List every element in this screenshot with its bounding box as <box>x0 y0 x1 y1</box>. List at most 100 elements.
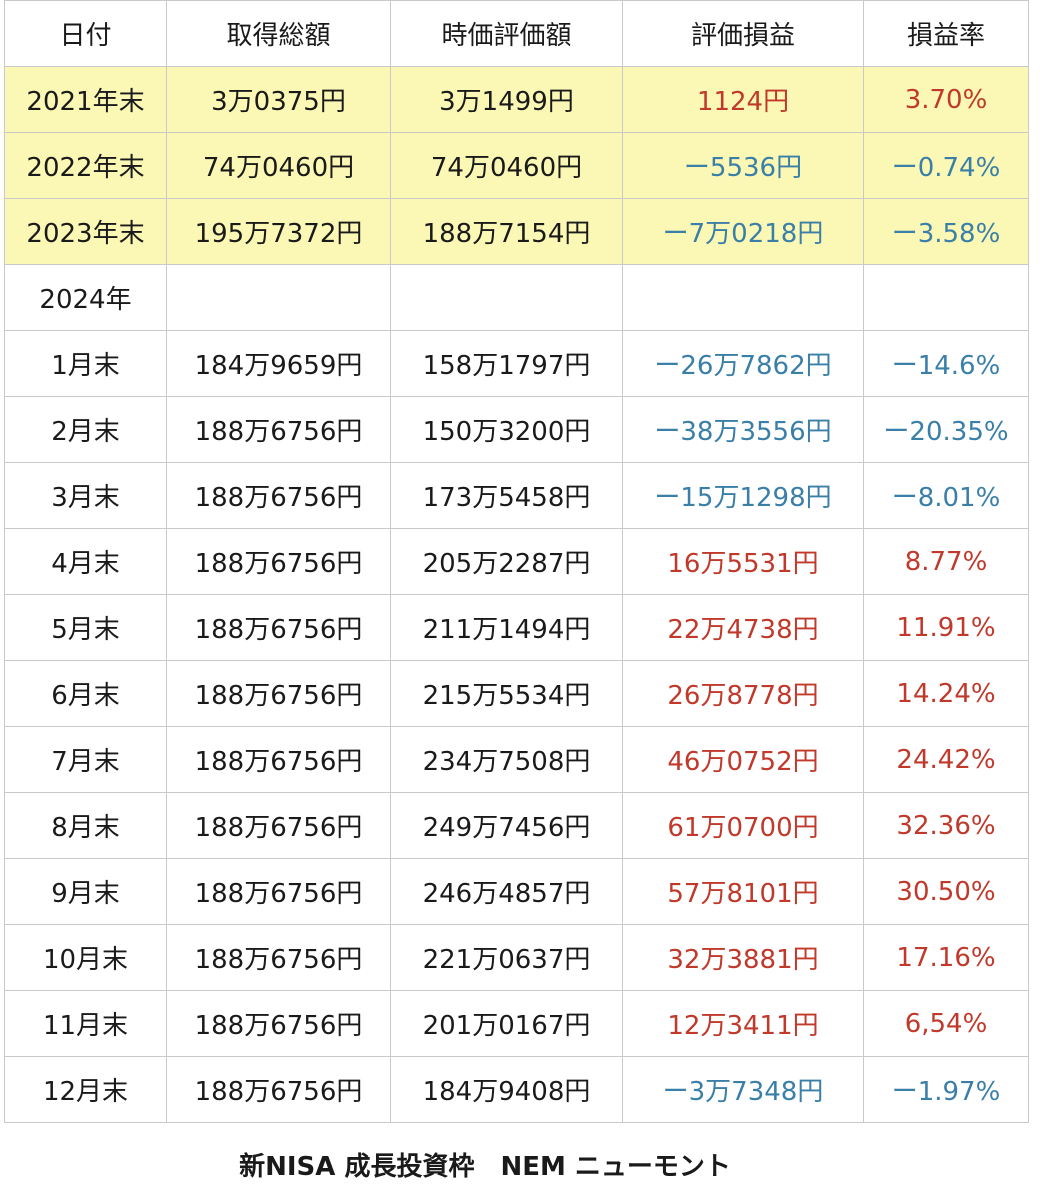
cell-cost: 3万0375円 <box>166 66 391 133</box>
cell-gain: ー15万1298円 <box>622 462 864 529</box>
cell-cost: 188万6756円 <box>166 1056 391 1123</box>
cell-cost: 74万0460円 <box>166 132 391 199</box>
cell-market-value: 201万0167円 <box>390 990 623 1057</box>
cell-gain: 46万0752円 <box>622 726 864 793</box>
cell-market-value <box>390 264 623 331</box>
header-gain: 評価損益 <box>622 0 864 67</box>
cell-date: 12月末 <box>4 1056 167 1123</box>
table-row: 11月末 188万6756円 201万0167円 12万3411円 6,54% <box>4 990 1029 1057</box>
table-row: 2024年 <box>4 264 1029 331</box>
cell-date: 2023年末 <box>4 198 167 265</box>
table-row: 6月末 188万6756円 215万5534円 26万8778円 14.24% <box>4 660 1029 727</box>
table-row: 5月末 188万6756円 211万1494円 22万4738円 11.91% <box>4 594 1029 661</box>
table-row: 2021年末 3万0375円 3万1499円 1124円 3.70% <box>4 66 1029 133</box>
cell-market-value: 173万5458円 <box>390 462 623 529</box>
table-row: 3月末 188万6756円 173万5458円 ー15万1298円 ー8.01% <box>4 462 1029 529</box>
cell-rate: 14.24% <box>863 660 1029 727</box>
cell-date: 3月末 <box>4 462 167 529</box>
cell-market-value: 205万2287円 <box>390 528 623 595</box>
cell-date: 2月末 <box>4 396 167 463</box>
cell-market-value: 74万0460円 <box>390 132 623 199</box>
cell-cost <box>166 264 391 331</box>
cell-date: 2022年末 <box>4 132 167 199</box>
cell-rate: ー14.6% <box>863 330 1029 397</box>
cell-date: 11月末 <box>4 990 167 1057</box>
table-row: 2月末 188万6756円 150万3200円 ー38万3556円 ー20.35% <box>4 396 1029 463</box>
cell-rate: 30.50% <box>863 858 1029 925</box>
cell-gain: 12万3411円 <box>622 990 864 1057</box>
cell-gain: ー26万7862円 <box>622 330 864 397</box>
cell-date: 10月末 <box>4 924 167 991</box>
cell-gain <box>622 264 864 331</box>
cell-cost: 188万6756円 <box>166 462 391 529</box>
cell-rate <box>863 264 1029 331</box>
cell-gain: 32万3881円 <box>622 924 864 991</box>
cell-rate: 17.16% <box>863 924 1029 991</box>
cell-gain: ー38万3556円 <box>622 396 864 463</box>
header-cost: 取得総額 <box>166 0 391 67</box>
cell-rate: 8.77% <box>863 528 1029 595</box>
header-rate: 損益率 <box>863 0 1029 67</box>
table-row: 10月末 188万6756円 221万0637円 32万3881円 17.16% <box>4 924 1029 991</box>
cell-cost: 188万6756円 <box>166 924 391 991</box>
cell-rate: ー3.58% <box>863 198 1029 265</box>
cell-gain: 22万4738円 <box>622 594 864 661</box>
cell-market-value: 184万9408円 <box>390 1056 623 1123</box>
cell-market-value: 221万0637円 <box>390 924 623 991</box>
table-row: 1月末 184万9659円 158万1797円 ー26万7862円 ー14.6% <box>4 330 1029 397</box>
table-row: 7月末 188万6756円 234万7508円 46万0752円 24.42% <box>4 726 1029 793</box>
cell-market-value: 246万4857円 <box>390 858 623 925</box>
cell-market-value: 150万3200円 <box>390 396 623 463</box>
footer-caption: 新NISA 成長投資枠 NEM ニューモント <box>239 1152 731 1182</box>
cell-date: 2024年 <box>4 264 167 331</box>
cell-date: 1月末 <box>4 330 167 397</box>
cell-date: 6月末 <box>4 660 167 727</box>
cell-cost: 184万9659円 <box>166 330 391 397</box>
cell-cost: 188万6756円 <box>166 858 391 925</box>
cell-gain: ー3万7348円 <box>622 1056 864 1123</box>
cell-gain: 16万5531円 <box>622 528 864 595</box>
cell-date: 2021年末 <box>4 66 167 133</box>
cell-gain: 1124円 <box>622 66 864 133</box>
cell-gain: 61万0700円 <box>622 792 864 859</box>
table-body: 2021年末 3万0375円 3万1499円 1124円 3.70% 2022年末 74万0… <box>4 66 1029 1123</box>
cell-cost: 188万6756円 <box>166 792 391 859</box>
cell-rate: ー1.97% <box>863 1056 1029 1123</box>
cell-date: 5月末 <box>4 594 167 661</box>
table-row: 9月末 188万6756円 246万4857円 57万8101円 30.50% <box>4 858 1029 925</box>
cell-rate: ー8.01% <box>863 462 1029 529</box>
table-row: 2023年末 195万7372円 188万7154円 ー7万0218円 ー3.58% <box>4 198 1029 265</box>
cell-cost: 188万6756円 <box>166 990 391 1057</box>
cell-cost: 188万6756円 <box>166 660 391 727</box>
table-row: 12月末 188万6756円 184万9408円 ー3万7348円 ー1.97% <box>4 1056 1029 1123</box>
cell-market-value: 211万1494円 <box>390 594 623 661</box>
table-row: 2022年末 74万0460円 74万0460円 ー5536円 ー0.74% <box>4 132 1029 199</box>
cell-rate: 6,54% <box>863 990 1029 1057</box>
cell-gain: ー7万0218円 <box>622 198 864 265</box>
cell-rate: ー20.35% <box>863 396 1029 463</box>
cell-rate: ー0.74% <box>863 132 1029 199</box>
cell-market-value: 249万7456円 <box>390 792 623 859</box>
header-market-value: 時価評価額 <box>390 0 623 67</box>
cell-cost: 188万6756円 <box>166 726 391 793</box>
cell-cost: 188万6756円 <box>166 396 391 463</box>
cell-market-value: 234万7508円 <box>390 726 623 793</box>
cell-cost: 195万7372円 <box>166 198 391 265</box>
cell-gain: 57万8101円 <box>622 858 864 925</box>
header-date: 日付 <box>4 0 167 67</box>
table-row: 4月末 188万6756円 205万2287円 16万5531円 8.77% <box>4 528 1029 595</box>
cell-gain: 26万8778円 <box>622 660 864 727</box>
cell-rate: 24.42% <box>863 726 1029 793</box>
cell-rate: 32.36% <box>863 792 1029 859</box>
cell-market-value: 158万1797円 <box>390 330 623 397</box>
cell-date: 8月末 <box>4 792 167 859</box>
cell-market-value: 3万1499円 <box>390 66 623 133</box>
cell-market-value: 215万5534円 <box>390 660 623 727</box>
header-row: 日付 取得総額 時価評価額 評価損益 損益率 <box>4 0 1029 67</box>
cell-date: 4月末 <box>4 528 167 595</box>
cell-market-value: 188万7154円 <box>390 198 623 265</box>
table-row: 8月末 188万6756円 249万7456円 61万0700円 32.36% <box>4 792 1029 859</box>
cell-date: 9月末 <box>4 858 167 925</box>
nem-performance-table: 日付 取得総額 時価評価額 評価損益 損益率 2021年末 3万0375円 3万14… <box>4 0 1029 1123</box>
cell-rate: 3.70% <box>863 66 1029 133</box>
